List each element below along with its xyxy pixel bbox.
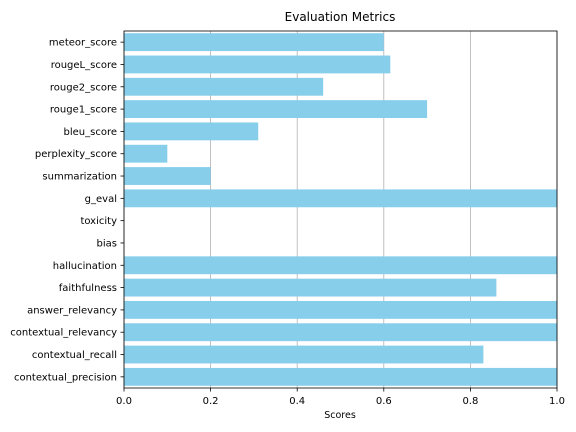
y-tick-label-answer-relevancy: answer_relevancy	[27, 305, 117, 316]
y-tick-label-perplexity-score: perplexity_score	[35, 149, 117, 160]
y-tick-label-contextual-recall: contextual_recall	[32, 350, 117, 361]
x-tick-label-1: 0.2	[203, 396, 219, 407]
bar-rouge1-score	[124, 100, 427, 118]
bar-answer-relevancy	[124, 301, 557, 319]
y-tick-label-contextual-precision: contextual_precision	[14, 372, 117, 383]
y-tick-label-rougeL-score: rougeL_score	[51, 60, 117, 71]
bar-rougeL-score	[124, 56, 390, 74]
bar-perplexity-score	[124, 145, 167, 163]
y-axis: contextual_precision contextual_recall con…	[10, 38, 124, 384]
bar-faithfulness	[124, 279, 496, 297]
bar-bleu-score	[124, 122, 258, 140]
y-tick-label-summarization: summarization	[42, 172, 117, 183]
x-tick-label-3: 0.6	[376, 396, 392, 407]
bar-contextual-precision	[124, 368, 557, 386]
x-tick-label-4: 0.8	[462, 396, 478, 407]
y-tick-label-bleu-score: bleu_score	[64, 127, 118, 138]
x-tick-label-5: 1.0	[549, 396, 565, 407]
bar-rouge2-score	[124, 78, 323, 96]
bars	[124, 33, 557, 386]
bar-contextual-relevancy	[124, 323, 557, 341]
x-tick-label-0: 0.0	[116, 396, 132, 407]
y-tick-label-faithfulness: faithfulness	[59, 283, 117, 294]
bar-g-eval	[124, 189, 557, 207]
y-tick-label-bias: bias	[97, 238, 117, 249]
bar-summarization	[124, 167, 211, 185]
x-axis: 0.0 0.2 0.4 0.6 0.8 1.0	[116, 388, 565, 407]
y-tick-label-meteor-score: meteor_score	[49, 38, 117, 49]
bar-hallucination	[124, 256, 557, 274]
y-tick-label-contextual-relevancy: contextual_relevancy	[10, 328, 117, 339]
y-tick-label-g-eval: g_eval	[85, 194, 117, 205]
chart-title: Evaluation Metrics	[285, 10, 396, 24]
x-axis-label: Scores	[324, 410, 356, 421]
y-tick-label-rouge1-score: rouge1_score	[50, 105, 117, 116]
bar-contextual-recall	[124, 346, 483, 364]
x-tick-label-2: 0.4	[289, 396, 305, 407]
bar-meteor-score	[124, 33, 384, 51]
y-tick-label-toxicity: toxicity	[80, 216, 117, 227]
y-tick-label-hallucination: hallucination	[53, 261, 117, 272]
y-tick-label-rouge2-score: rouge2_score	[50, 82, 117, 93]
